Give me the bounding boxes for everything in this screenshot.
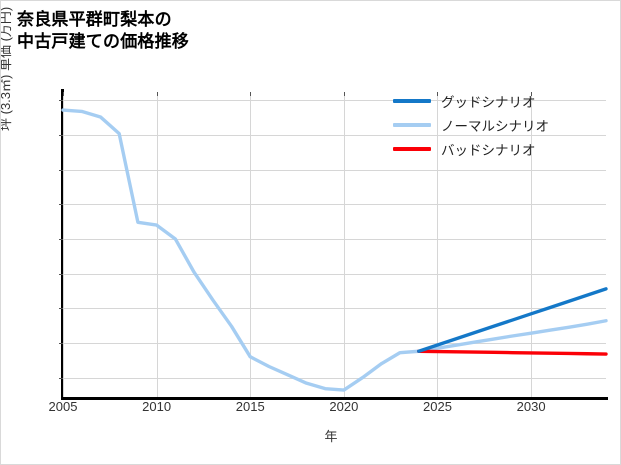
- gridline-vertical: [437, 92, 439, 397]
- gridline-horizontal: [63, 308, 606, 310]
- legend-item-bad[interactable]: バッドシナリオ: [393, 137, 605, 161]
- y-tick-mark: [59, 342, 63, 344]
- x-tick-label: 2010: [142, 399, 172, 414]
- gridline-vertical: [250, 92, 252, 397]
- y-axis-spine: [61, 89, 64, 400]
- gridline-horizontal: [63, 342, 606, 344]
- y-tick-mark: [59, 273, 63, 275]
- series-line-normal: [61, 108, 608, 392]
- legend-swatch-normal: [393, 123, 431, 127]
- x-tick-label: 2025: [423, 399, 452, 414]
- x-tick-mark: [156, 92, 158, 96]
- data-series-layer: [61, 108, 608, 392]
- x-tick-mark: [63, 92, 64, 96]
- y-tick-mark: [59, 238, 63, 240]
- y-tick-mark: [59, 169, 63, 171]
- gridline-horizontal: [63, 134, 606, 136]
- series-line-good: [417, 287, 608, 353]
- x-tick-mark: [437, 92, 439, 96]
- legend-swatch-bad: [393, 147, 431, 151]
- x-tick-label: 2030: [516, 399, 546, 414]
- gridline-horizontal: [63, 100, 606, 102]
- gridline-horizontal: [63, 273, 606, 275]
- legend-label-good: グッドシナリオ: [441, 95, 536, 110]
- gridline-horizontal: [63, 377, 606, 379]
- y-tick-mark: [59, 204, 63, 206]
- x-axis-label: 年: [324, 429, 338, 444]
- legend-item-normal[interactable]: ノーマルシナリオ: [393, 113, 605, 137]
- series-line-bad: [417, 349, 608, 356]
- x-tick-mark: [250, 92, 252, 96]
- legend-item-good[interactable]: グッドシナリオ: [393, 89, 605, 113]
- x-tick-mark: [531, 92, 533, 96]
- gridline-vertical: [63, 92, 64, 397]
- legend-label-bad: バッドシナリオ: [441, 143, 536, 158]
- x-axis-spine: [61, 397, 608, 400]
- gridline-horizontal: [63, 169, 606, 171]
- chart-title: 奈良県平群町梨本の 中古戸建ての価格推移: [17, 10, 189, 52]
- y-tick-mark: [59, 100, 63, 102]
- y-tick-mark: [59, 134, 63, 136]
- gridline-vertical: [343, 92, 345, 397]
- x-tick-label: 2015: [235, 399, 265, 414]
- y-tick-mark: [59, 308, 63, 310]
- gridline-vertical: [156, 92, 158, 397]
- y-axis-label: 坪 (3.3㎡) 単価 (万円): [0, 6, 13, 131]
- legend-label-normal: ノーマルシナリオ: [441, 119, 549, 134]
- chart-legend: グッドシナリオ ノーマルシナリオ バッドシナリオ: [393, 89, 605, 161]
- gridline-horizontal: [63, 204, 606, 206]
- legend-swatch-good: [393, 99, 431, 103]
- x-tick-label: 2005: [48, 399, 78, 414]
- x-tick-mark: [343, 92, 345, 96]
- x-tick-label: 2020: [329, 399, 359, 414]
- gridline-horizontal: [63, 238, 606, 240]
- gridline-vertical: [531, 92, 533, 397]
- y-tick-mark: [59, 377, 63, 379]
- plot-area: 20.022.525.027.530.032.535.037.540.0 200…: [49, 92, 608, 414]
